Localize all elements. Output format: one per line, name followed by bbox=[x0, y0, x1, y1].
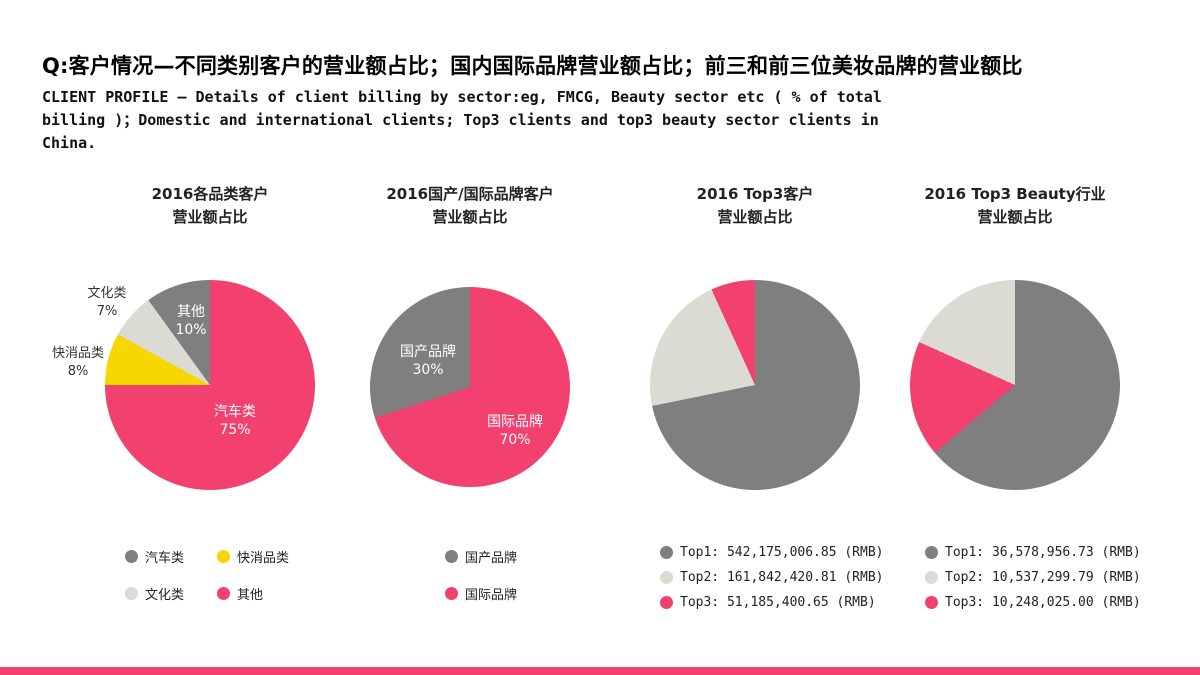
slice-label-fmcg: 快消品类 8% bbox=[30, 345, 126, 381]
category-pie bbox=[105, 280, 315, 490]
legend-label-fmcg: 快消品类 bbox=[237, 551, 290, 566]
legend-item-domestic: 国产品牌 bbox=[445, 547, 517, 566]
chart-title-line2: 营业额占比 bbox=[977, 208, 1053, 226]
slice-label-domestic: 国产品牌 30% bbox=[378, 343, 478, 379]
legend-dot-top3 bbox=[925, 596, 938, 609]
slice-label-international: 国际品牌 70% bbox=[465, 413, 565, 449]
top3-beauty-legend: Top1: 36,578,956.73 (RMB) Top2: 10,537,2… bbox=[925, 545, 1141, 610]
brand-pie bbox=[370, 287, 570, 487]
chart-title-category: 2016各品类客户 营业额占比 bbox=[60, 183, 360, 229]
legend-item-top2: Top2: 161,842,420.81 (RMB) bbox=[660, 570, 884, 585]
legend-dot-top1 bbox=[925, 546, 938, 559]
legend-item-auto: 汽车类 bbox=[125, 547, 217, 566]
footer-accent-bar bbox=[0, 667, 1200, 675]
legend-label-top3: Top3: 10,248,025.00 (RMB) bbox=[945, 595, 1141, 610]
page-subtitle: CLIENT PROFILE — Details of client billi… bbox=[42, 86, 882, 155]
legend-dot-top1 bbox=[660, 546, 673, 559]
slice-label-domestic-name: 国产品牌 bbox=[400, 344, 456, 360]
page-title: Q:客户情况—不同类别客户的营业额占比；国内国际品牌营业额占比；前三和前三位美妆… bbox=[42, 54, 1023, 78]
slice-label-international-pct: 70% bbox=[499, 432, 531, 448]
legend-item-top2: Top2: 10,537,299.79 (RMB) bbox=[925, 570, 1141, 585]
chart-title-line2: 营业额占比 bbox=[432, 208, 508, 226]
top3-beauty-pie bbox=[910, 280, 1120, 490]
legend-label-auto: 汽车类 bbox=[145, 551, 185, 566]
legend-label-culture: 文化类 bbox=[145, 588, 185, 603]
legend-dot-top2 bbox=[660, 571, 673, 584]
legend-label-domestic: 国产品牌 bbox=[465, 551, 518, 566]
slice-label-culture-name: 文化类 bbox=[87, 286, 127, 301]
legend-dot-domestic bbox=[445, 550, 458, 563]
legend-label-top2: Top2: 161,842,420.81 (RMB) bbox=[680, 570, 884, 585]
legend-item-top3: Top3: 10,248,025.00 (RMB) bbox=[925, 595, 1141, 610]
legend-item-fmcg: 快消品类 bbox=[217, 547, 289, 566]
subtitle-line-2: billing )；Domestic and international cli… bbox=[42, 111, 879, 129]
slice-label-fmcg-pct: 8% bbox=[67, 364, 89, 379]
slice-label-culture: 文化类 7% bbox=[62, 285, 152, 321]
legend-label-top2: Top2: 10,537,299.79 (RMB) bbox=[945, 570, 1141, 585]
legend-item-culture: 文化类 bbox=[125, 584, 217, 603]
legend-dot-other bbox=[217, 587, 230, 600]
legend-item-other: 其他 bbox=[217, 584, 289, 603]
legend-dot-auto bbox=[125, 550, 138, 563]
legend-dot-international bbox=[445, 587, 458, 600]
chart-title-line1: 2016国产/国际品牌客户 bbox=[386, 185, 554, 203]
slice-label-other-pct: 10% bbox=[175, 322, 207, 338]
subtitle-line-3: China. bbox=[42, 134, 97, 152]
legend-dot-fmcg bbox=[217, 550, 230, 563]
legend-dot-top2 bbox=[925, 571, 938, 584]
chart-title-brand: 2016国产/国际品牌客户 营业额占比 bbox=[320, 183, 620, 229]
chart-title-line1: 2016 Top3客户 bbox=[696, 185, 814, 203]
chart-title-line2: 营业额占比 bbox=[717, 208, 793, 226]
chart-title-line1: 2016 Top3 Beauty行业 bbox=[924, 185, 1106, 203]
slice-label-auto-pct: 75% bbox=[219, 422, 251, 438]
pie-chart-brand: 2016国产/国际品牌客户 营业额占比 国产品牌 30% 国际品牌 70% 国产… bbox=[320, 175, 620, 645]
slice-label-international-name: 国际品牌 bbox=[487, 414, 543, 430]
pie-chart-top3-clients: 2016 Top3客户 营业额占比 Top1: 542,175,006.85 (… bbox=[605, 175, 905, 645]
legend-label-other: 其他 bbox=[237, 588, 264, 603]
legend-item-top3: Top3: 51,185,400.65 (RMB) bbox=[660, 595, 884, 610]
slice-label-culture-pct: 7% bbox=[96, 304, 118, 319]
slice-label-auto: 汽车类 75% bbox=[190, 403, 280, 439]
legend-item-international: 国际品牌 bbox=[445, 584, 517, 603]
slice-label-auto-name: 汽车类 bbox=[214, 404, 256, 420]
category-legend: 汽车类 快消品类 文化类 其他 bbox=[125, 547, 289, 603]
legend-label-international: 国际品牌 bbox=[465, 588, 518, 603]
legend-label-top1: Top1: 36,578,956.73 (RMB) bbox=[945, 545, 1141, 560]
chart-title-line1: 2016各品类客户 bbox=[151, 185, 269, 203]
slice-label-fmcg-name: 快消品类 bbox=[51, 346, 104, 361]
pie-chart-top3-beauty: 2016 Top3 Beauty行业 营业额占比 Top1: 36,578,95… bbox=[865, 175, 1165, 645]
brand-legend: 国产品牌 国际品牌 bbox=[445, 547, 517, 603]
slice-label-other: 其他 10% bbox=[156, 303, 226, 339]
legend-item-top1: Top1: 542,175,006.85 (RMB) bbox=[660, 545, 884, 560]
legend-label-top1: Top1: 542,175,006.85 (RMB) bbox=[680, 545, 884, 560]
legend-label-top3: Top3: 51,185,400.65 (RMB) bbox=[680, 595, 876, 610]
slice-label-domestic-pct: 30% bbox=[412, 362, 444, 378]
top3-clients-pie bbox=[650, 280, 860, 490]
subtitle-line-1: CLIENT PROFILE — Details of client billi… bbox=[42, 88, 882, 106]
legend-dot-culture bbox=[125, 587, 138, 600]
chart-title-top3-clients: 2016 Top3客户 营业额占比 bbox=[605, 183, 905, 229]
chart-title-line2: 营业额占比 bbox=[172, 208, 248, 226]
chart-title-top3-beauty: 2016 Top3 Beauty行业 营业额占比 bbox=[865, 183, 1165, 229]
top3-clients-legend: Top1: 542,175,006.85 (RMB) Top2: 161,842… bbox=[660, 545, 884, 610]
slice-label-other-name: 其他 bbox=[177, 304, 205, 320]
legend-dot-top3 bbox=[660, 596, 673, 609]
pie-chart-category: 2016各品类客户 营业额占比 其他 10% 汽车类 75% 文化类 7% 快消… bbox=[52, 175, 360, 645]
legend-item-top1: Top1: 36,578,956.73 (RMB) bbox=[925, 545, 1141, 560]
